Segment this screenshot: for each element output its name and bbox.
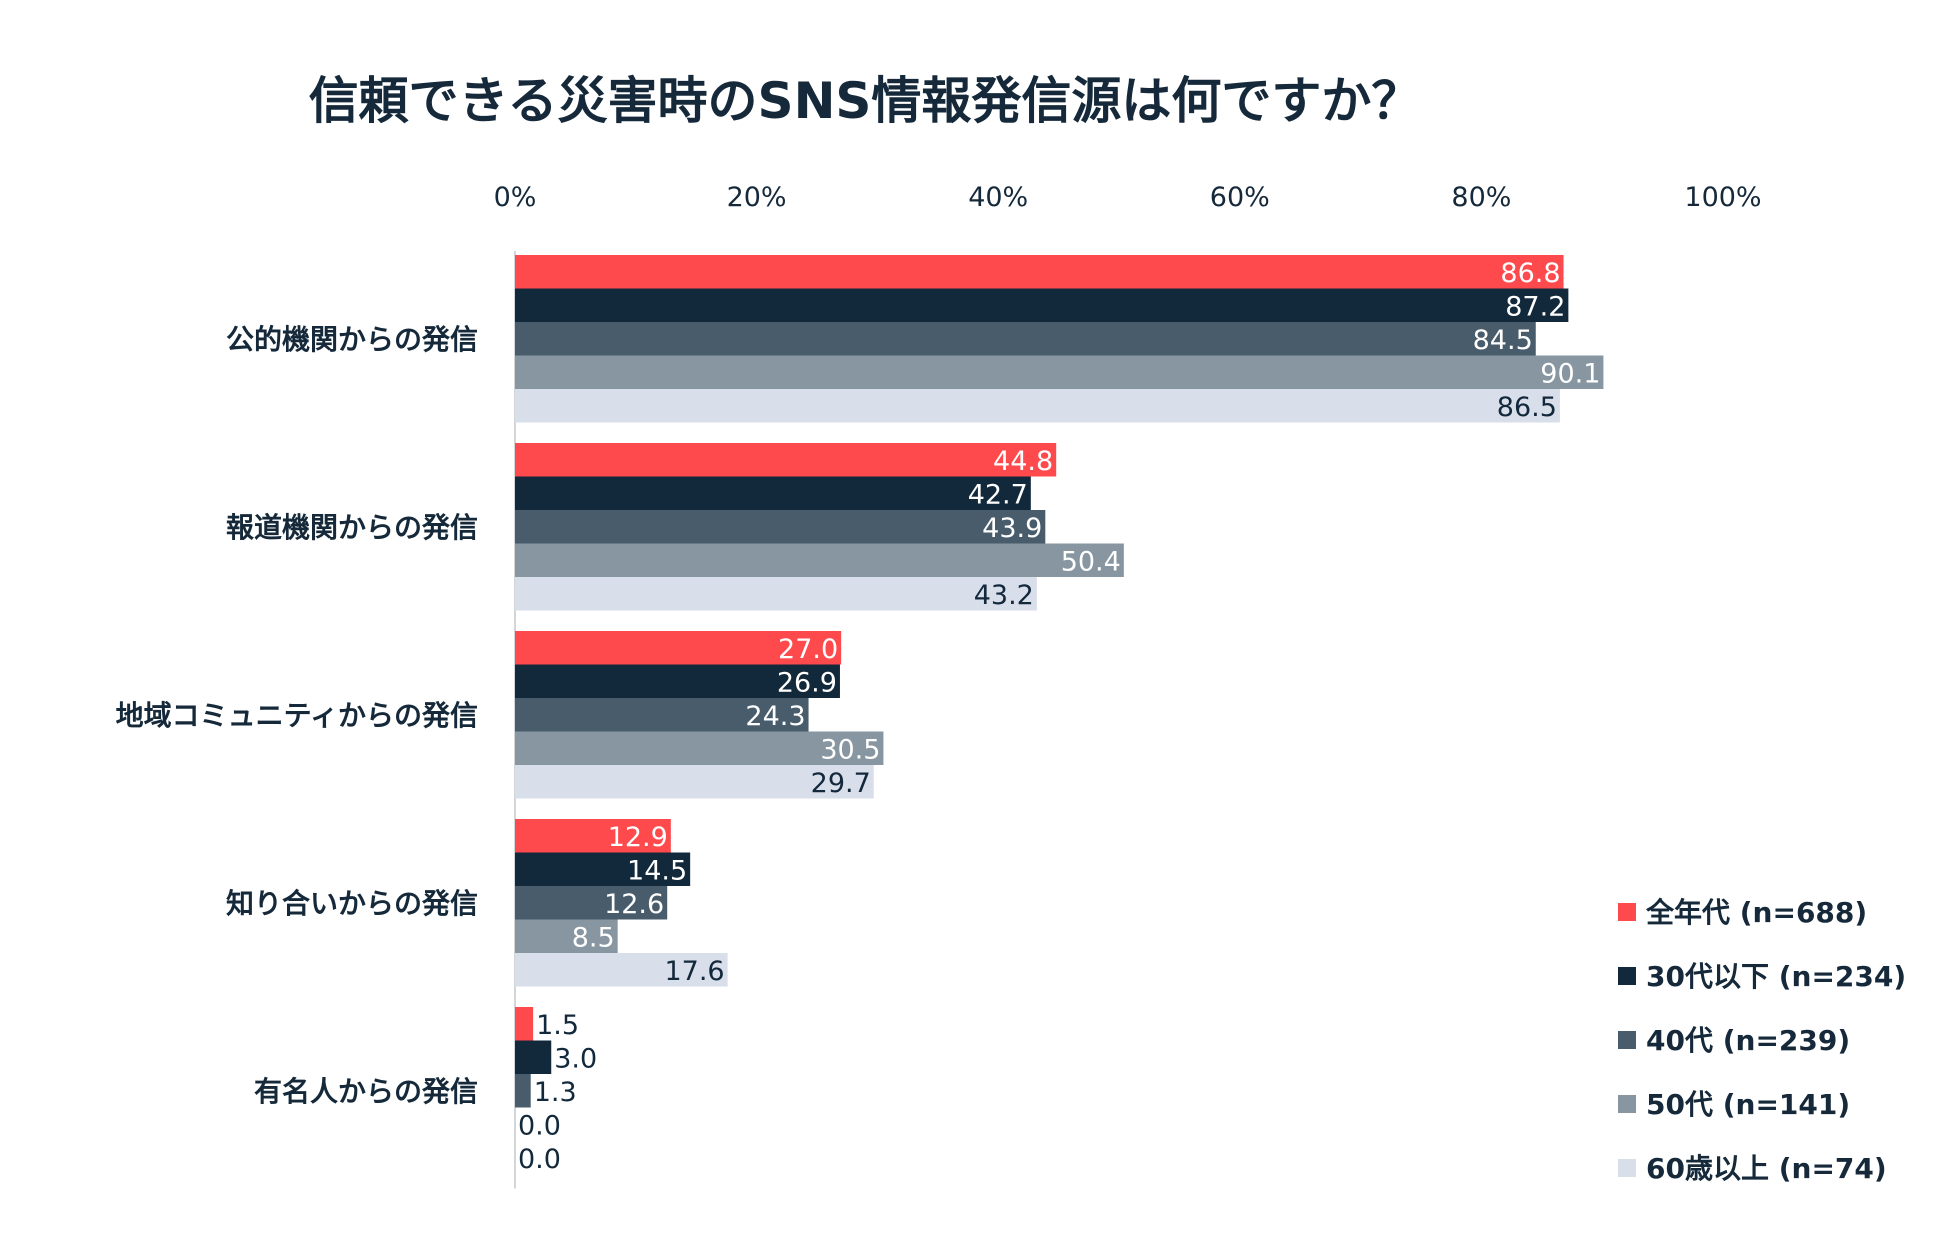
legend-swatch bbox=[1618, 1159, 1636, 1177]
bar bbox=[515, 819, 671, 853]
value-label: 90.1 bbox=[1540, 358, 1600, 389]
bar bbox=[515, 389, 1560, 423]
bar bbox=[515, 543, 1124, 577]
bar bbox=[515, 953, 728, 987]
chart-title: 信頼できる災害時のSNS情報発信源は何ですか？ bbox=[309, 72, 1422, 130]
legend-label: 40代 (n=239) bbox=[1646, 1024, 1850, 1057]
bar bbox=[515, 577, 1037, 611]
bar bbox=[515, 886, 668, 920]
category-label: 知り合いからの発信 bbox=[226, 887, 478, 920]
legend-label: 30代以下 (n=234) bbox=[1646, 960, 1906, 993]
value-label: 26.9 bbox=[777, 667, 837, 698]
legend-label: 全年代 (n=688) bbox=[1645, 896, 1867, 929]
bar bbox=[515, 255, 1564, 289]
value-label: 44.8 bbox=[993, 446, 1053, 477]
bar bbox=[515, 1007, 534, 1041]
x-tick-label: 20% bbox=[727, 182, 787, 213]
value-label: 12.6 bbox=[604, 889, 664, 920]
x-axis-ticks: 0% 20% 40% 60% 80% 100% bbox=[494, 182, 1762, 213]
bar bbox=[515, 919, 618, 953]
bar bbox=[515, 288, 1569, 322]
category-labels: 公的機関からの発信報道機関からの発信地域コミュニティからの発信知り合いからの発信… bbox=[116, 323, 478, 1108]
x-tick-label: 80% bbox=[1451, 182, 1511, 213]
bar bbox=[515, 443, 1057, 477]
category-label: 公的機関からの発信 bbox=[226, 323, 478, 356]
value-label: 86.5 bbox=[1497, 392, 1557, 423]
value-label: 14.5 bbox=[627, 855, 687, 886]
bar bbox=[515, 355, 1604, 389]
value-label: 17.6 bbox=[664, 956, 724, 987]
value-label: 50.4 bbox=[1061, 546, 1121, 577]
value-label: 0.0 bbox=[518, 1110, 561, 1141]
value-label: 0.0 bbox=[518, 1144, 561, 1175]
bar bbox=[515, 476, 1031, 510]
value-label: 42.7 bbox=[968, 479, 1028, 510]
bar bbox=[515, 1074, 531, 1108]
bars bbox=[515, 255, 1604, 1108]
legend-swatch bbox=[1618, 903, 1636, 921]
value-labels: 86.887.284.590.186.5 44.842.743.9 50.4 43.2… bbox=[518, 258, 1600, 1175]
x-tick-label: 0% bbox=[494, 182, 537, 213]
bar bbox=[515, 1040, 552, 1074]
value-label: 87.2 bbox=[1505, 291, 1565, 322]
legend-swatch bbox=[1618, 967, 1636, 985]
legend-label: 60歳以上 (n=74) bbox=[1646, 1152, 1887, 1185]
bar bbox=[515, 510, 1046, 544]
bar bbox=[515, 664, 840, 698]
category-label: 報道機関からの発信 bbox=[226, 511, 478, 544]
bar bbox=[515, 765, 874, 799]
legend-swatch bbox=[1618, 1031, 1636, 1049]
value-label: 27.0 bbox=[778, 634, 838, 665]
bar bbox=[515, 322, 1536, 356]
legend-label: 50代 (n=141) bbox=[1646, 1088, 1850, 1121]
bar bbox=[515, 731, 884, 765]
value-label: 84.5 bbox=[1473, 325, 1533, 356]
bar bbox=[515, 852, 691, 886]
legend: 全年代 (n=688) 30代以下 (n=234) 40代 (n=239) 50代 (… bbox=[1618, 896, 1906, 1185]
x-tick-label: 100% bbox=[1684, 182, 1761, 213]
value-label: 8.5 bbox=[572, 922, 615, 953]
value-label: 24.3 bbox=[745, 701, 805, 732]
x-tick-label: 40% bbox=[968, 182, 1028, 213]
bar bbox=[515, 698, 809, 732]
value-label: 3.0 bbox=[554, 1043, 597, 1074]
value-label: 29.7 bbox=[811, 768, 871, 799]
value-label: 1.5 bbox=[536, 1010, 579, 1041]
value-label: 43.9 bbox=[982, 513, 1042, 544]
bar bbox=[515, 631, 842, 665]
value-label: 43.2 bbox=[974, 580, 1034, 611]
value-label: 1.3 bbox=[534, 1077, 577, 1108]
legend-swatch bbox=[1618, 1095, 1636, 1113]
value-label: 86.8 bbox=[1500, 258, 1560, 289]
category-label: 地域コミュニティからの発信 bbox=[116, 699, 478, 732]
x-tick-label: 60% bbox=[1210, 182, 1270, 213]
category-label: 有名人からの発信 bbox=[254, 1075, 478, 1108]
value-label: 12.9 bbox=[608, 822, 668, 853]
value-label: 30.5 bbox=[820, 734, 880, 765]
